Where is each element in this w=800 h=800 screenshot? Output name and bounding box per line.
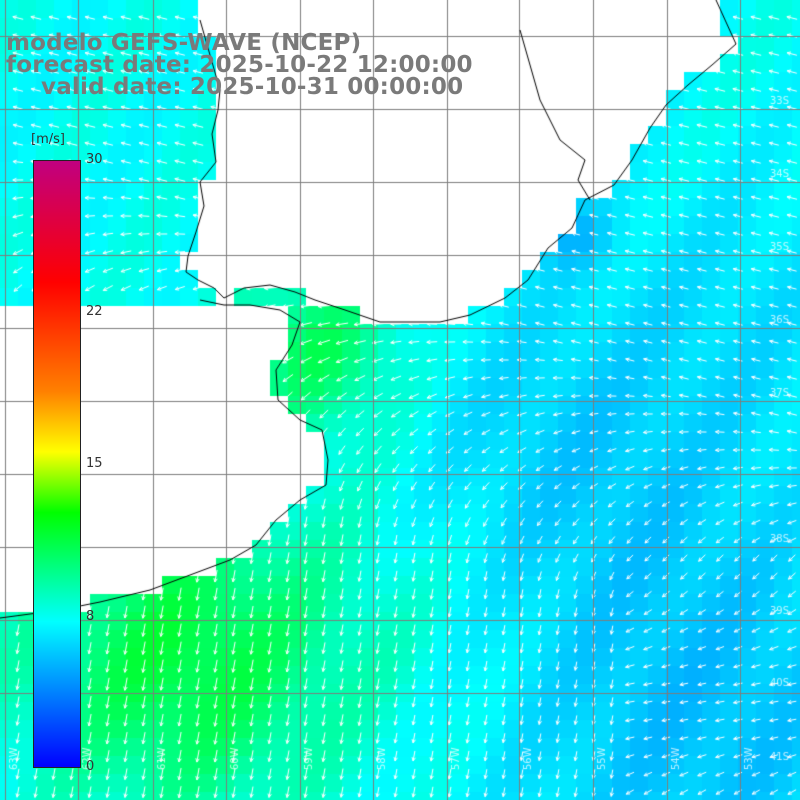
- valid-date-title: valid date: 2025-10-31 00:00:00: [41, 74, 464, 100]
- colorbar-tick-30: 30: [86, 152, 103, 167]
- colorbar-tick-15: 15: [86, 456, 103, 471]
- colorbar-tick-22: 22: [86, 304, 103, 319]
- colorbar-tick-0: 0: [86, 759, 95, 774]
- colorbar: [33, 160, 81, 768]
- colorbar-tick-8: 8: [86, 609, 95, 624]
- forecast-date-title: forecast date: 2025-10-22 12:00:00: [6, 52, 473, 78]
- model-title: modelo GEFS-WAVE (NCEP): [6, 30, 362, 56]
- colorbar-units: [m/s]: [31, 132, 65, 147]
